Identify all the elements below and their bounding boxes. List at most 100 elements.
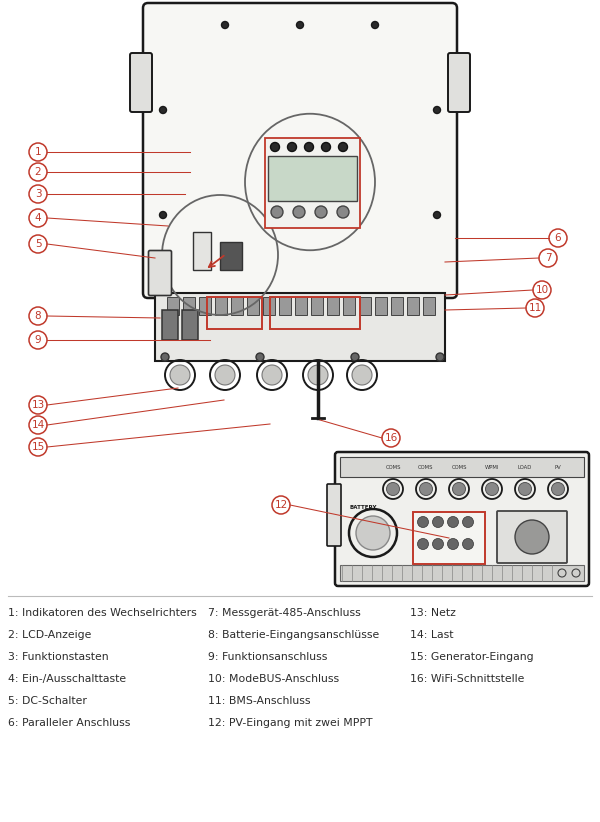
Text: 5: DC-Schalter: 5: DC-Schalter — [8, 696, 87, 706]
Text: 14: 14 — [31, 420, 44, 430]
Bar — [207, 297, 262, 329]
Circle shape — [338, 142, 347, 151]
Text: 11: BMS-Anschluss: 11: BMS-Anschluss — [208, 696, 311, 706]
Circle shape — [352, 365, 372, 385]
Text: BATTERY: BATTERY — [350, 505, 377, 510]
Text: 15: Generator-Eingang: 15: Generator-Eingang — [410, 652, 533, 662]
Text: 14: Last: 14: Last — [410, 630, 454, 640]
Circle shape — [433, 211, 440, 219]
Circle shape — [433, 107, 440, 113]
Circle shape — [386, 483, 400, 496]
Bar — [343, 297, 355, 315]
Text: 9: Funktionsanschluss: 9: Funktionsanschluss — [208, 652, 328, 662]
Circle shape — [371, 21, 379, 29]
Circle shape — [448, 516, 458, 528]
Circle shape — [271, 142, 280, 151]
FancyBboxPatch shape — [143, 3, 457, 298]
Text: 2: 2 — [35, 167, 41, 177]
Text: 4: 4 — [35, 213, 41, 223]
Text: 7: 7 — [545, 253, 551, 263]
Bar — [270, 297, 360, 329]
Text: LOAD: LOAD — [518, 464, 532, 469]
Circle shape — [351, 353, 359, 361]
Circle shape — [322, 142, 331, 151]
Circle shape — [271, 206, 283, 218]
Text: 1: 1 — [35, 147, 41, 157]
Text: 10: 10 — [535, 285, 548, 295]
Circle shape — [308, 365, 328, 385]
FancyBboxPatch shape — [448, 53, 470, 112]
Circle shape — [433, 516, 443, 528]
Text: 13: Netz: 13: Netz — [410, 608, 456, 618]
Bar — [279, 297, 291, 315]
Circle shape — [515, 520, 549, 554]
FancyBboxPatch shape — [497, 511, 567, 563]
Circle shape — [337, 206, 349, 218]
Circle shape — [161, 353, 169, 361]
Circle shape — [448, 538, 458, 549]
Text: 10: ModeBUS-Anschluss: 10: ModeBUS-Anschluss — [208, 674, 339, 684]
Circle shape — [262, 365, 282, 385]
Bar — [340, 565, 584, 581]
Text: COMS: COMS — [418, 464, 434, 469]
Bar — [375, 297, 387, 315]
Bar — [193, 232, 211, 270]
Bar — [199, 297, 211, 315]
Text: 1: Indikatoren des Wechselrichters: 1: Indikatoren des Wechselrichters — [8, 608, 197, 618]
Circle shape — [518, 483, 532, 496]
Text: PV: PV — [554, 464, 562, 469]
Text: 7: Messgerät-485-Anschluss: 7: Messgerät-485-Anschluss — [208, 608, 361, 618]
Text: 4: Ein-/Ausschalttaste: 4: Ein-/Ausschalttaste — [8, 674, 126, 684]
Text: 12: PV-Eingang mit zwei MPPT: 12: PV-Eingang mit zwei MPPT — [208, 718, 373, 728]
Bar — [413, 512, 485, 564]
Bar — [263, 297, 275, 315]
Text: 16: 16 — [385, 433, 398, 443]
Bar — [162, 310, 178, 340]
Bar — [183, 297, 195, 315]
Text: 11: 11 — [529, 303, 542, 313]
FancyBboxPatch shape — [327, 484, 341, 546]
Bar — [220, 242, 242, 270]
Circle shape — [485, 483, 499, 496]
Bar — [231, 297, 243, 315]
Circle shape — [463, 516, 473, 528]
Circle shape — [436, 353, 444, 361]
Bar — [247, 297, 259, 315]
Bar — [423, 297, 435, 315]
Bar — [311, 297, 323, 315]
Text: 15: 15 — [31, 442, 44, 452]
Circle shape — [551, 483, 565, 496]
Bar — [295, 297, 307, 315]
Bar — [265, 138, 360, 228]
Circle shape — [160, 211, 167, 219]
Circle shape — [452, 483, 466, 496]
Bar — [155, 293, 445, 361]
Circle shape — [287, 142, 296, 151]
FancyBboxPatch shape — [149, 251, 172, 295]
Text: 5: 5 — [35, 239, 41, 249]
Circle shape — [293, 206, 305, 218]
Bar — [391, 297, 403, 315]
Text: COMS: COMS — [385, 464, 401, 469]
Text: 13: 13 — [31, 400, 44, 410]
Circle shape — [433, 538, 443, 549]
Bar — [327, 297, 339, 315]
Bar — [340, 457, 584, 477]
Circle shape — [315, 206, 327, 218]
Text: 3: 3 — [35, 189, 41, 199]
Circle shape — [160, 107, 167, 113]
Circle shape — [170, 365, 190, 385]
Text: 8: 8 — [35, 311, 41, 321]
Circle shape — [256, 353, 264, 361]
Text: 9: 9 — [35, 335, 41, 345]
Text: 2: LCD-Anzeige: 2: LCD-Anzeige — [8, 630, 91, 640]
Circle shape — [418, 516, 428, 528]
Circle shape — [356, 516, 390, 550]
Circle shape — [419, 483, 433, 496]
Bar — [359, 297, 371, 315]
Circle shape — [305, 142, 314, 151]
Text: 16: WiFi-Schnittstelle: 16: WiFi-Schnittstelle — [410, 674, 524, 684]
Bar — [167, 297, 179, 315]
Bar — [215, 297, 227, 315]
Text: 6: 6 — [554, 233, 562, 243]
